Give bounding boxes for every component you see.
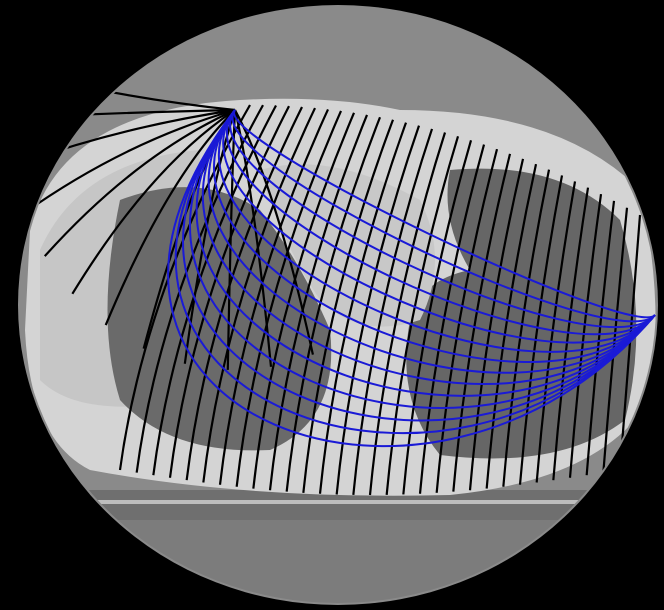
- ct-scan-image: [0, 0, 664, 610]
